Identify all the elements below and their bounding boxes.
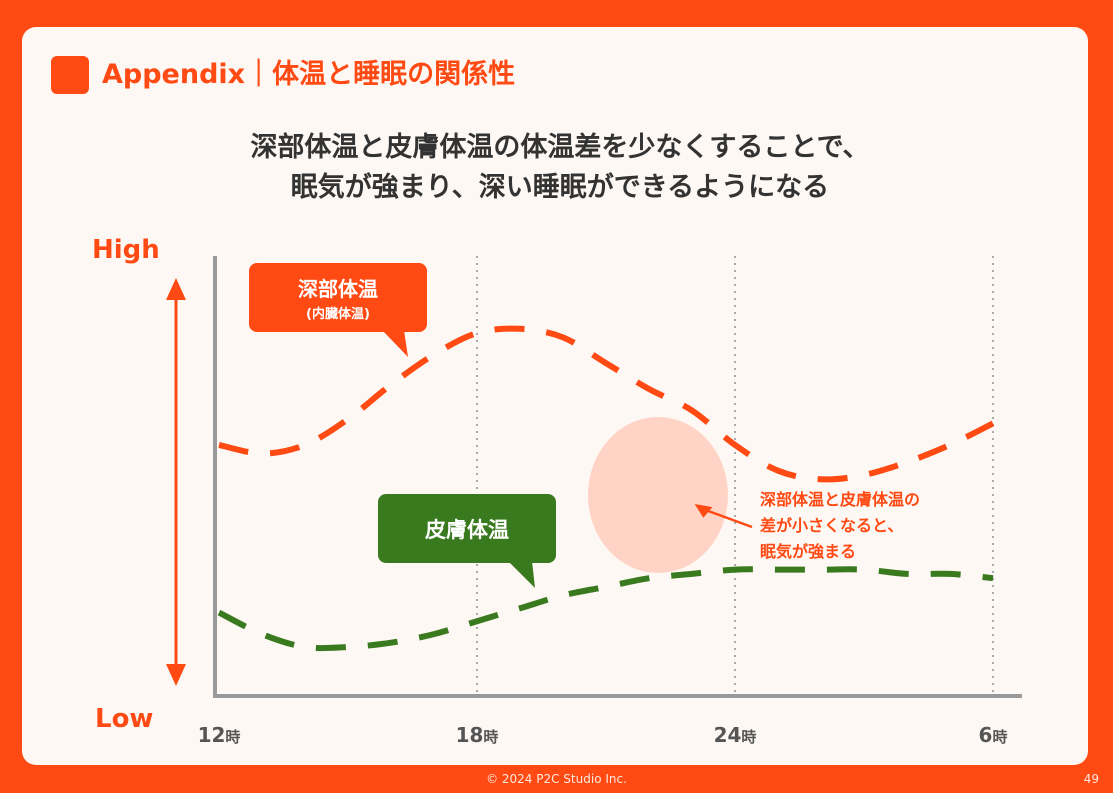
highlight-ellipse <box>588 417 728 573</box>
slide-card <box>22 27 1088 765</box>
arrow-up-icon <box>166 278 186 300</box>
annotation-line-2: 差が小さくなると、 <box>760 516 903 535</box>
annotation-line-1: 深部体温と皮膚体温の <box>760 490 920 509</box>
x-tick-labels: 12時 18時 24時 6時 <box>198 723 1008 747</box>
subtitle: 深部体温と皮膚体温の体温差を少なくすることで、 眠気が強まり、深い睡眠ができるよ… <box>150 128 970 208</box>
arrow-down-icon <box>166 664 186 686</box>
core-temp-callout: 深部体温 (内臓体温) <box>249 263 427 357</box>
series-lines <box>217 325 995 652</box>
annotation: 深部体温と皮膚体温の 差が小さくなると、 眠気が強まる <box>694 490 920 561</box>
skin-temp-callout: 皮膚体温 <box>378 494 556 588</box>
y-high-label: High <box>92 235 160 265</box>
core-temp-label: 深部体温 <box>298 277 378 301</box>
x-tick-label: 12時 <box>198 723 241 747</box>
core-temp-line <box>218 325 995 483</box>
annotation-arrow-head-icon <box>694 504 713 518</box>
page-title: Appendix｜体温と睡眠の関係性 <box>102 59 516 90</box>
title-marker-icon <box>51 56 89 94</box>
core-temp-sublabel: (内臓体温) <box>306 306 370 322</box>
x-tick-label: 6時 <box>979 723 1008 747</box>
page-number: 49 <box>1083 772 1099 786</box>
grid-lines <box>476 256 994 694</box>
y-low-label: Low <box>95 704 153 734</box>
subtitle-line-1: 深部体温と皮膚体温の体温差を少なくすることで、 <box>250 132 870 163</box>
x-tick-label: 24時 <box>714 723 757 747</box>
annotation-line-3: 眠気が強まる <box>760 542 856 561</box>
subtitle-line-2: 眠気が強まり、深い睡眠ができるようになる <box>290 172 830 203</box>
skin-temp-label: 皮膚体温 <box>425 518 509 542</box>
skin-temp-line <box>217 566 994 652</box>
copyright: © 2024 P2C Studio Inc. <box>486 772 627 786</box>
x-tick-label: 18時 <box>456 723 499 747</box>
